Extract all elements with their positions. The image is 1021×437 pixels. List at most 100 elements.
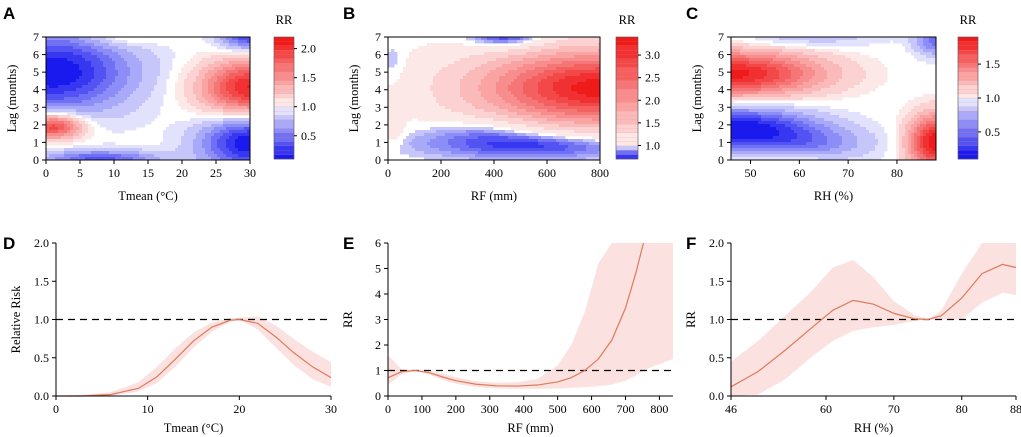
contour-cell [196,154,200,158]
contour-cell [559,79,563,83]
contour-cell [448,136,452,140]
contour-cell [430,100,434,104]
contour-cell [91,76,95,80]
contour-cell [82,61,86,65]
contour-cell [91,61,95,65]
contour-cell [91,100,95,104]
contour-cell [589,46,593,50]
contour-cell [574,115,578,119]
contour-cell [544,130,548,134]
contour-cell [46,124,50,128]
contour-cell [472,73,476,77]
colorbar-step [273,154,295,160]
contour-cell [118,130,122,134]
contour-cell [535,127,539,131]
contour-cell [547,67,551,71]
contour-cell [160,46,164,50]
contour-cell [445,100,449,104]
contour-cell [466,112,470,116]
contour-cell [118,118,122,122]
contour-cell [241,151,245,155]
contour-cell [511,103,515,107]
contour-cell [73,40,77,44]
contour-cell [211,118,215,122]
contour-cell [595,103,599,107]
contour-cell [496,103,500,107]
contour-cell [127,127,131,131]
contour-cell [433,76,437,80]
contour-cell [595,76,599,80]
contour-cell [232,127,236,131]
contour-cell [448,151,452,155]
contour-cell [415,145,419,149]
contour-cell [571,121,575,125]
contour-cell [67,88,71,92]
contour-cell [478,145,482,149]
contour-cell [181,100,185,104]
contour-cell [418,106,422,110]
contour-cell [61,70,65,74]
contour-cell [589,121,593,125]
contour-cell [484,40,488,44]
contour-cell [436,118,440,122]
contour-cell [145,76,149,80]
contour-cell [466,64,470,68]
contour-cell [517,79,521,83]
contour-cell [163,142,167,146]
contour-cell [589,127,593,131]
contour-cell [409,139,413,143]
contour-cell [574,46,578,50]
contour-cell [118,121,122,125]
contour-cell [547,70,551,74]
contour-cell [391,88,395,92]
contour-cell [184,127,188,131]
contour-cell [211,136,215,140]
contour-cell [409,64,413,68]
contour-cell [175,97,179,101]
contour-cell [85,133,89,137]
contour-cell [496,37,500,41]
contour-cell [427,106,431,110]
contour-cell [196,73,200,77]
contour-cell [184,100,188,104]
contour-cell [70,109,74,113]
contour-cell [52,43,56,47]
contour-cell [55,133,59,137]
contour-cell [580,154,584,158]
contour-cell [397,127,401,131]
contour-cell [196,127,200,131]
contour-cell [559,115,563,119]
contour-cell [481,67,485,71]
contour-cell [61,148,65,152]
contour-cell [484,91,488,95]
contour-cell [199,127,203,131]
contour-cell [523,103,527,107]
contour-cell [493,37,497,41]
contour-cell [79,100,83,104]
contour-cell [163,157,167,161]
contour-cell [418,49,422,53]
contour-cell [46,103,50,107]
contour-cell [496,94,500,98]
contour-cell [181,154,185,158]
contour-cell [568,61,572,65]
contour-cell [562,136,566,140]
contour-cell [445,49,449,53]
contour-cell [433,100,437,104]
contour-cell [247,37,251,41]
contour-cell [142,55,146,59]
contour-cell [205,142,209,146]
contour-cell [220,91,224,95]
contour-cell [427,52,431,56]
contour-cell [472,103,476,107]
contour-cell [49,46,53,50]
contour-cell [526,58,530,62]
contour-cell [136,55,140,59]
contour-cell [547,88,551,92]
contour-cell [106,157,110,161]
contour-cell [238,133,242,137]
contour-cell [217,148,221,152]
contour-cell [559,61,563,65]
contour-cell [595,82,599,86]
contour-cell [568,85,572,89]
